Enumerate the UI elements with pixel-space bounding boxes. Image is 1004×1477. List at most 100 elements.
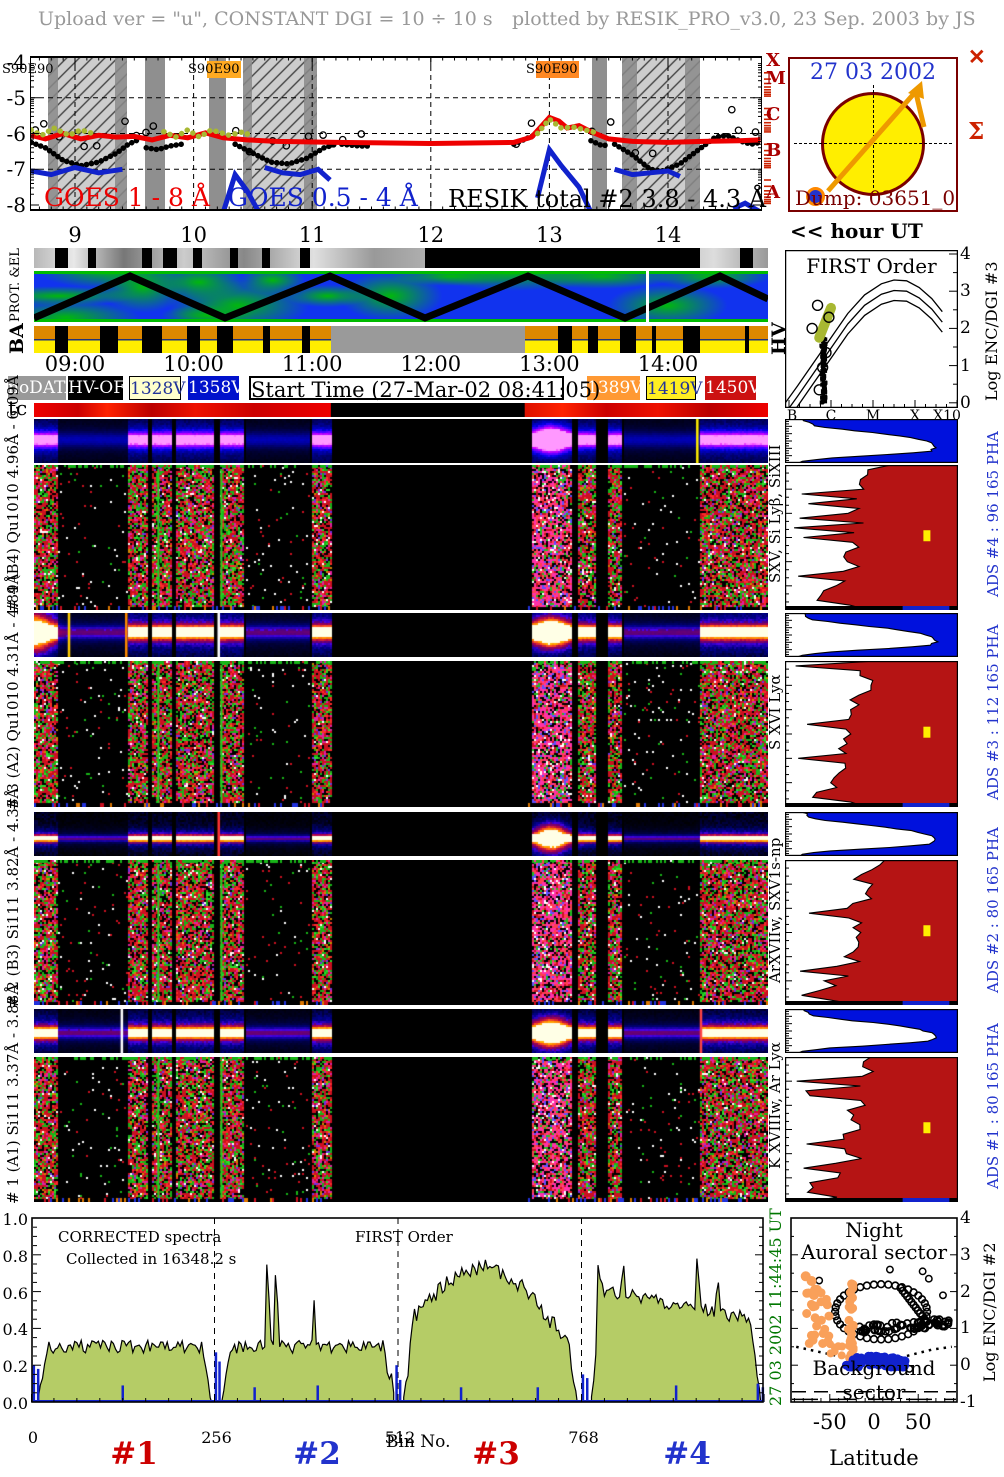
segment-label-#1: #1 <box>110 1436 158 1472</box>
legend-1450V: 1450V <box>705 376 761 400</box>
goes-flux-plot <box>30 56 762 211</box>
goes-xtick-12: 12 <box>417 223 445 247</box>
red-cross-glyph: ✕ <box>968 44 986 69</box>
pha-histogram-3 <box>785 613 958 657</box>
ads-spectrogram-3 <box>34 661 768 807</box>
sun-region-dot <box>806 187 825 206</box>
time-label-09:00: 09:00 <box>44 352 106 376</box>
hv-off-section <box>331 326 525 353</box>
goes-xtick-9: 9 <box>68 223 82 247</box>
spec-xtick-512: 512 <box>384 1428 416 1447</box>
spec-ytick-1.0: 1.0 <box>2 1210 28 1229</box>
goes-class-A: A <box>766 182 780 203</box>
line-id-label-1: K XVIIIw, Ar Lyα <box>766 1042 784 1170</box>
goes-ytick--6: -6 <box>6 121 26 146</box>
ba-gap <box>100 326 118 353</box>
legend-1389V: 1389V <box>587 376 643 400</box>
lat-xtick-0: 0 <box>867 1410 881 1434</box>
ads-counts-label-1: ADS #1 : 80 165 PHA <box>984 1023 1002 1189</box>
sun-arrow <box>826 81 927 193</box>
pha-histogram-1 <box>785 1009 958 1053</box>
pha-histogram-2 <box>785 812 958 856</box>
fo-xtick-X: X <box>910 408 920 424</box>
legend-1419V: 1419V <box>646 376 703 400</box>
time-label-14:00: 14:00 <box>637 352 699 376</box>
fo-xtick-M: M <box>865 408 881 424</box>
line-id-label-4: SXV, Si Lyβ, SiXIII <box>766 444 784 584</box>
spec-xtick-256: 256 <box>201 1428 232 1447</box>
fo-ytick-3: 3 <box>960 281 971 302</box>
bin-no-label: Bin No. <box>386 1432 451 1452</box>
spec-xtick-768: 768 <box>568 1428 599 1447</box>
s90e90-label-3: S90E90 <box>524 61 580 78</box>
spec-ytick-0.2: 0.2 <box>2 1357 28 1377</box>
ads-counts-label-4: ADS #4 : 96 165 PHA <box>984 431 1002 597</box>
fo-ytick-2: 2 <box>960 318 971 339</box>
proton-electron-strip <box>34 271 768 322</box>
ads-histogram-3 <box>785 661 958 807</box>
time-label-11:00: 11:00 <box>281 352 343 376</box>
goes-legend-05-4: GOES 0.5 - 4 Å <box>228 183 418 212</box>
spec-xtick-0: 0 <box>27 1428 39 1447</box>
line-id-label-2: ArXVIIw, SXV1s-np <box>766 837 784 983</box>
goes-class-B: B <box>766 140 782 161</box>
segment-label-#4: #4 <box>663 1436 711 1472</box>
legend-1328V: 1328V <box>129 376 186 400</box>
ads-spectrogram-4 <box>34 465 768 610</box>
ba-gap <box>588 326 598 353</box>
ads-spectrogram-1 <box>34 1057 768 1202</box>
lat-ytick-1: 1 <box>960 1318 971 1339</box>
goes-right-axis-ticks <box>764 71 771 205</box>
first-order-plot <box>785 250 958 408</box>
ba-gap <box>620 326 636 353</box>
ads-histogram-1 <box>785 1057 958 1202</box>
pha-spectrogram-1 <box>34 1009 768 1053</box>
red-sigma-glyph: Σ <box>968 118 985 145</box>
pha-spectrogram-2 <box>34 812 768 856</box>
line-id-label-3: S XVI Lyα <box>766 674 784 750</box>
spec-ytick-0.4: 0.4 <box>2 1320 28 1340</box>
s90e90-label-2: S90E90 <box>186 61 242 78</box>
ads-histogram-4 <box>785 465 958 610</box>
ads-counts-label-3: ADS #3 : 112 165 PHA <box>984 624 1002 800</box>
lat-ytick-4: 4 <box>960 1208 971 1228</box>
ba-gap <box>217 326 233 353</box>
tc-temperature-bar <box>34 403 768 417</box>
s90e90-label-1: S90E90 <box>2 62 54 77</box>
dump-label: Dump: 03651_0 <box>795 186 956 210</box>
time-label-13:00: 13:00 <box>519 352 580 376</box>
channel-label-1: # 1 (A1) Si111 3.37Å - 3.88Å <box>4 983 22 1204</box>
resik-total-legend: RESIK total #2 3.8 - 4.3 Å <box>448 185 767 213</box>
first-order-ylabel: Log ENC/DGI #3 <box>982 261 1001 401</box>
channel-label-3: # 3 (A2) Qu1010 4.31Å - 4.89Å <box>4 573 22 810</box>
sun-panel-date: 27 03 2002 <box>810 60 936 85</box>
latitude-ylabel: Log ENC/DGI #2 <box>980 1242 999 1382</box>
fo-xtick-C: C <box>825 408 837 424</box>
electron-flux-strip <box>34 248 768 268</box>
start-time-box: Start Time (27-Mar-02 08:41:05) <box>249 376 601 402</box>
ba-gap <box>558 326 572 353</box>
goes-class-X: X <box>766 50 780 71</box>
lat-ytick-3: 3 <box>960 1244 971 1265</box>
night-label: Night <box>845 1218 903 1242</box>
channel-label-2: # 2 (B3) Si111 3.82Å - 4.33Å <box>4 787 22 1008</box>
legend-1358V: 1358V <box>188 376 244 400</box>
pha-spectrogram-4 <box>34 419 768 463</box>
ba-gap <box>142 326 162 353</box>
header-plotted-by: plotted by RESIK_PRO_v3.0, 23 Sep. 2003 … <box>512 8 976 30</box>
corrected-spectra-plot <box>31 1217 765 1403</box>
fo-ytick-4: 4 <box>960 244 971 264</box>
goes-class-C: C <box>766 104 781 125</box>
goes-class-M: M <box>766 68 786 89</box>
goes-xtick-14: 14 <box>654 223 682 247</box>
ba-gap <box>55 326 68 353</box>
ba-gap <box>652 326 656 353</box>
segment-label-#2: #2 <box>293 1436 341 1472</box>
corrected-spectra-title: CORRECTED spectra <box>58 1228 222 1246</box>
spec-ytick-0.0: 0.0 <box>2 1394 28 1413</box>
latitude-axis-label: Latitude <box>829 1446 919 1470</box>
time-label-10:00: 10:00 <box>163 352 224 376</box>
segment-label-#3: #3 <box>472 1436 520 1472</box>
auroral-sector-label: Auroral sector <box>800 1240 948 1264</box>
